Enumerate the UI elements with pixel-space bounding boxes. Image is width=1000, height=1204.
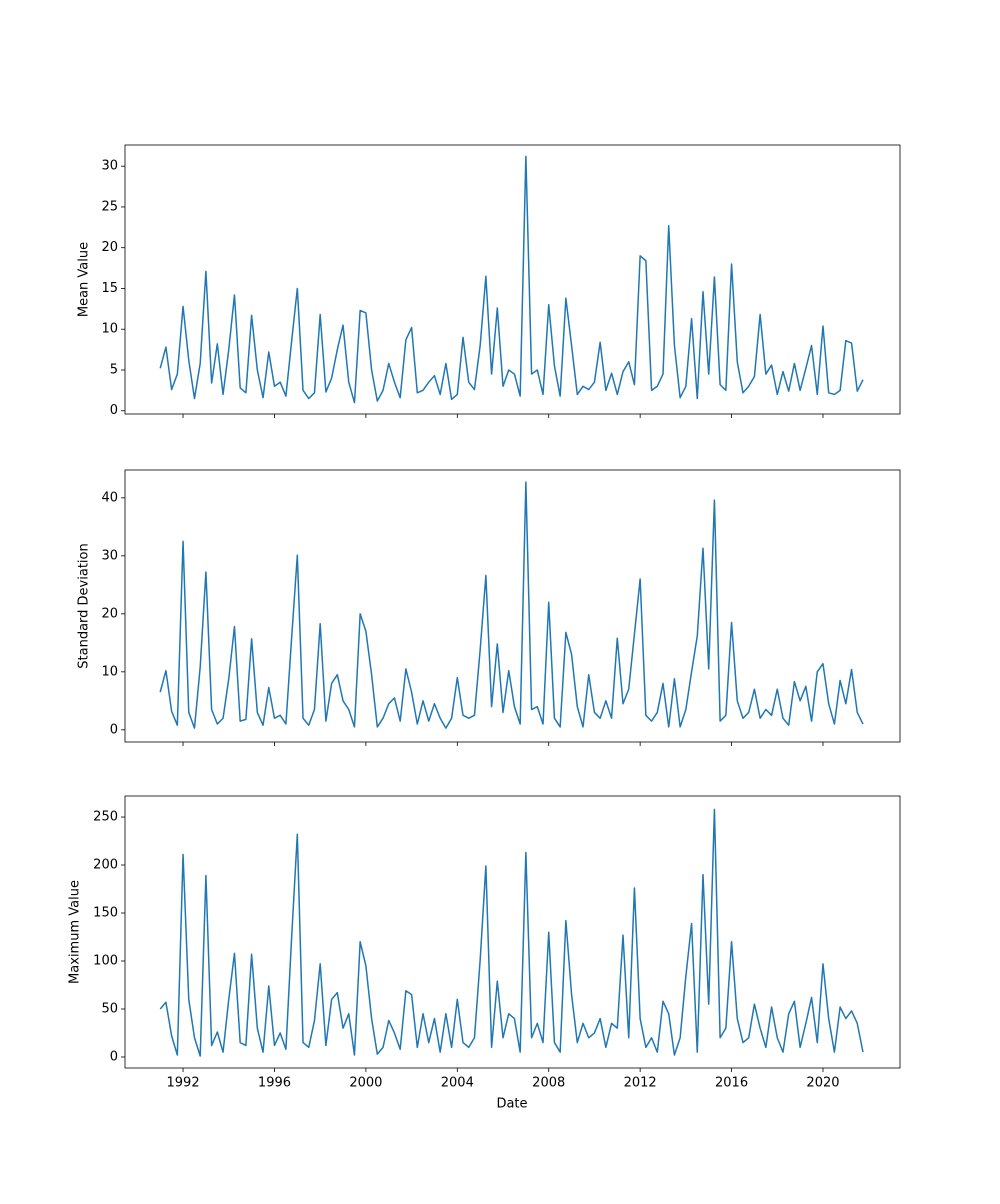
- y-tick-label: 250: [93, 810, 118, 825]
- x-tick-label: 1996: [258, 1076, 291, 1091]
- y-tick-label: 15: [101, 281, 118, 296]
- x-tick-label: 2020: [806, 1076, 839, 1091]
- y-tick-label: 20: [101, 606, 118, 621]
- x-tick-label: 2000: [349, 1076, 382, 1091]
- y-tick-label: 100: [93, 953, 118, 968]
- x-tick-label: 2016: [715, 1076, 748, 1091]
- x-axis-label: Date: [496, 1097, 527, 1112]
- y-tick-label: 40: [101, 490, 118, 505]
- data-line: [159, 808, 864, 1057]
- y-tick-label: 0: [110, 1049, 118, 1064]
- data-line: [159, 155, 864, 404]
- axes-frame: [124, 144, 901, 415]
- y-tick-label: 5: [110, 362, 118, 377]
- x-tick-label: 2004: [441, 1076, 474, 1091]
- axes-frame: [124, 469, 901, 743]
- y-tick-label: 30: [101, 548, 118, 563]
- y-tick-label: 25: [101, 199, 118, 214]
- y-tick-label: 200: [93, 858, 118, 873]
- y-tick-label: 10: [101, 664, 118, 679]
- y-axis-label: Mean Value: [77, 242, 92, 317]
- x-tick-label: 1992: [167, 1076, 200, 1091]
- y-tick-label: 150: [93, 905, 118, 920]
- y-tick-label: 0: [110, 722, 118, 737]
- y-tick-label: 50: [101, 1001, 118, 1016]
- data-line: [159, 481, 864, 729]
- y-axis-label: Standard Deviation: [77, 543, 92, 668]
- y-axis-label: Maximum Value: [68, 880, 83, 984]
- y-tick-label: 10: [101, 322, 118, 337]
- axes-frame: [124, 795, 901, 1069]
- x-tick-label: 2008: [532, 1076, 565, 1091]
- x-tick-label: 2012: [624, 1076, 657, 1091]
- y-tick-label: 20: [101, 240, 118, 255]
- y-tick-label: 30: [101, 159, 118, 174]
- y-tick-label: 0: [110, 403, 118, 418]
